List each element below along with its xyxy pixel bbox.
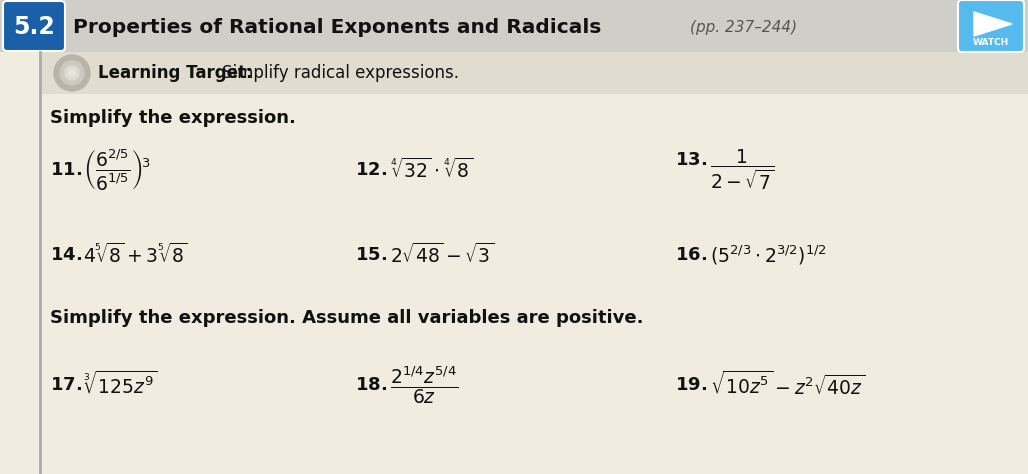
Circle shape	[54, 55, 90, 91]
Text: Simplify the expression. Assume all variables are positive.: Simplify the expression. Assume all vari…	[50, 309, 644, 327]
Text: Learning Target:: Learning Target:	[98, 64, 253, 82]
FancyBboxPatch shape	[0, 0, 1028, 52]
Text: $\sqrt{10z^5}-z^2\sqrt{40z}$: $\sqrt{10z^5}-z^2\sqrt{40z}$	[710, 371, 865, 399]
Circle shape	[60, 61, 84, 85]
Text: $\mathbf{13.}$: $\mathbf{13.}$	[675, 151, 707, 169]
Text: Simplify radical expressions.: Simplify radical expressions.	[222, 64, 458, 82]
Text: 5.2: 5.2	[13, 15, 54, 39]
Text: $(5^{2/3}\cdot2^{3/2})^{1/2}$: $(5^{2/3}\cdot2^{3/2})^{1/2}$	[710, 243, 827, 267]
Text: $\mathbf{14.}$: $\mathbf{14.}$	[50, 246, 82, 264]
Polygon shape	[974, 12, 1012, 36]
Text: $\sqrt[3]{125z^9}$: $\sqrt[3]{125z^9}$	[83, 372, 157, 399]
Text: $\mathbf{11.}$: $\mathbf{11.}$	[50, 161, 82, 179]
Text: $\mathbf{15.}$: $\mathbf{15.}$	[355, 246, 388, 264]
Text: Simplify the expression.: Simplify the expression.	[50, 109, 296, 127]
Text: $2\sqrt{48}-\sqrt{3}$: $2\sqrt{48}-\sqrt{3}$	[390, 243, 494, 267]
Text: $4\sqrt[5]{8}+3\sqrt[5]{8}$: $4\sqrt[5]{8}+3\sqrt[5]{8}$	[83, 243, 188, 267]
Text: $\mathbf{17.}$: $\mathbf{17.}$	[50, 376, 82, 394]
FancyBboxPatch shape	[40, 52, 1028, 94]
Circle shape	[69, 70, 75, 76]
Circle shape	[65, 66, 79, 80]
FancyBboxPatch shape	[3, 1, 65, 51]
Text: $\mathbf{19.}$: $\mathbf{19.}$	[675, 376, 707, 394]
Text: WATCH: WATCH	[972, 37, 1009, 46]
Text: (pp. 237–244): (pp. 237–244)	[690, 19, 797, 35]
Text: $\dfrac{2^{1/4}z^{5/4}}{6z}$: $\dfrac{2^{1/4}z^{5/4}}{6z}$	[390, 365, 458, 406]
Text: Properties of Rational Exponents and Radicals: Properties of Rational Exponents and Rad…	[73, 18, 601, 36]
Text: $\sqrt[4]{32}\cdot\sqrt[4]{8}$: $\sqrt[4]{32}\cdot\sqrt[4]{8}$	[390, 158, 473, 182]
FancyBboxPatch shape	[958, 0, 1024, 52]
Text: $\mathbf{16.}$: $\mathbf{16.}$	[675, 246, 707, 264]
Text: $\mathbf{12.}$: $\mathbf{12.}$	[355, 161, 388, 179]
Text: $\dfrac{1}{2-\sqrt{7}}$: $\dfrac{1}{2-\sqrt{7}}$	[710, 148, 774, 192]
Text: $\left(\dfrac{6^{2/5}}{6^{1/5}}\right)^{\!3}$: $\left(\dfrac{6^{2/5}}{6^{1/5}}\right)^{…	[83, 147, 150, 192]
Text: $\mathbf{18.}$: $\mathbf{18.}$	[355, 376, 388, 394]
